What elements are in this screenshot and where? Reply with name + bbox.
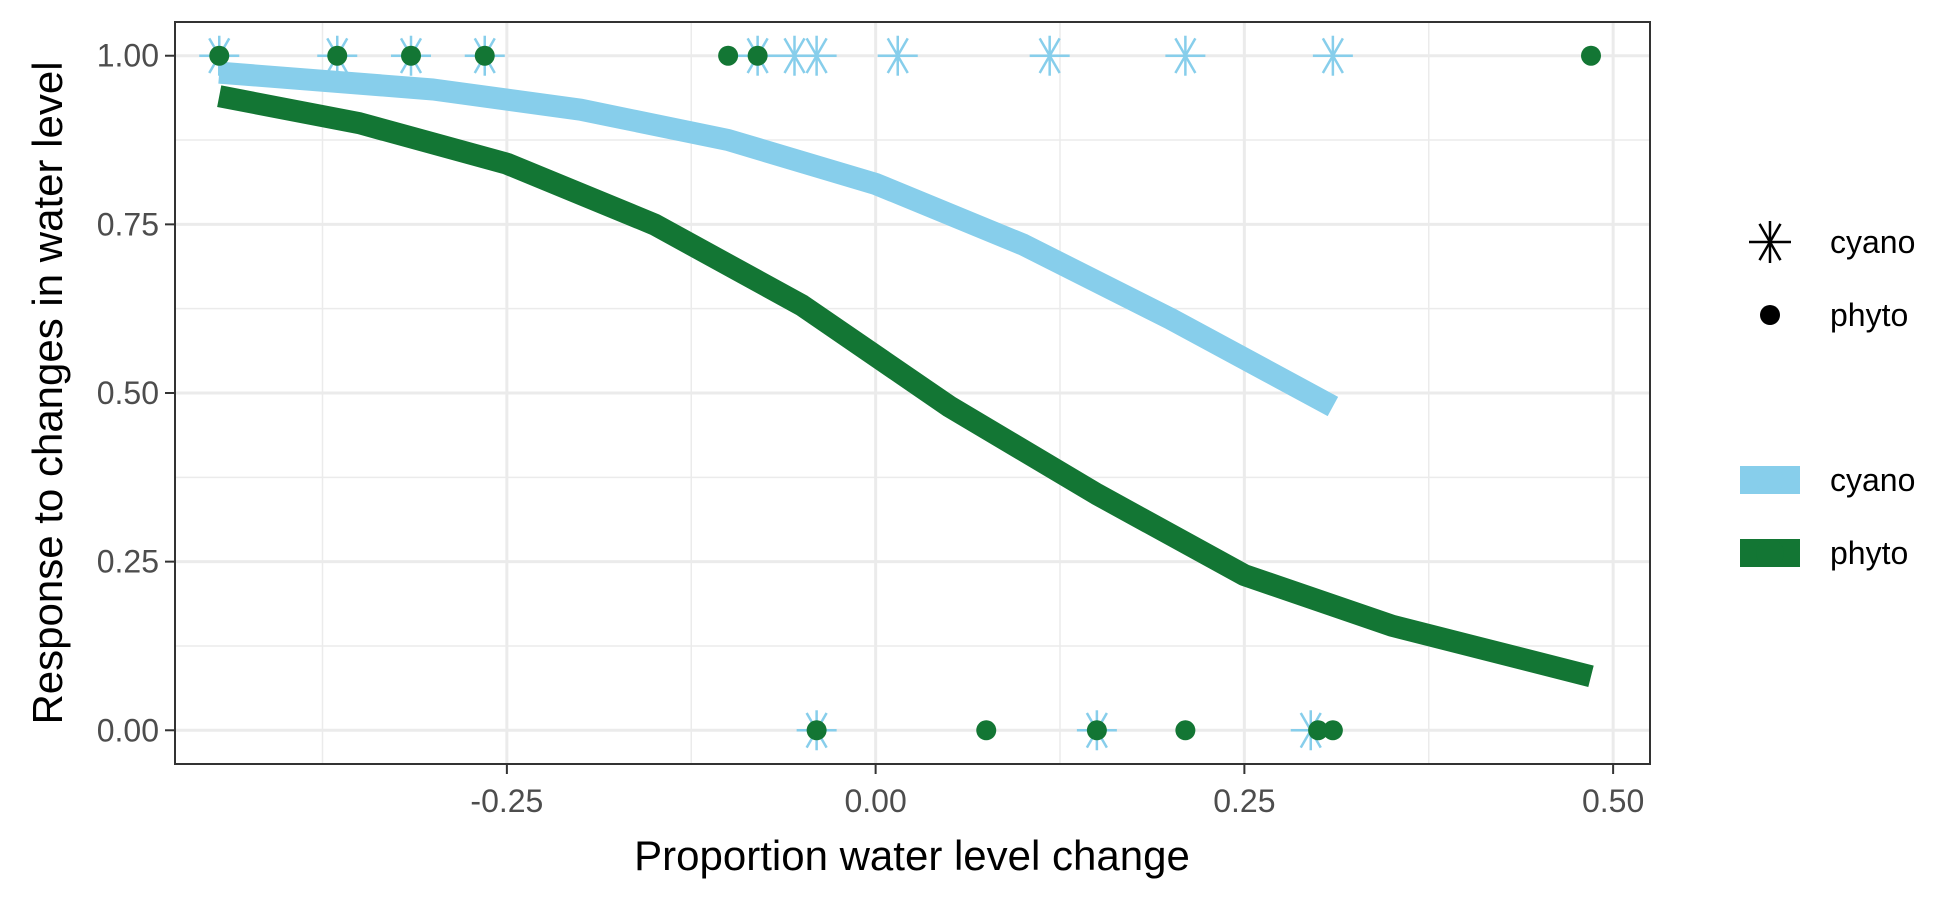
y-tick-label: 1.00 xyxy=(97,38,159,74)
x-tick-label: -0.25 xyxy=(470,783,543,819)
legend-key-cyano xyxy=(1749,221,1791,263)
x-tick-label: 0.25 xyxy=(1213,783,1275,819)
legend-label: cyano xyxy=(1830,224,1915,260)
point-phyto xyxy=(718,45,739,66)
point-phyto xyxy=(209,45,230,66)
point-cyano xyxy=(1165,35,1206,76)
x-axis: -0.25 0.00 0.25 0.50 xyxy=(470,764,1644,819)
y-tick-label: 0.50 xyxy=(97,375,159,411)
fit-line-phyto xyxy=(217,85,1594,687)
fit-lines xyxy=(217,61,1594,687)
point-cyano xyxy=(1029,35,1070,76)
legend-label: cyano xyxy=(1830,462,1915,498)
point-phyto xyxy=(327,45,348,66)
point-cyano xyxy=(1312,35,1353,76)
point-phyto xyxy=(806,720,827,741)
legend-label: phyto xyxy=(1830,297,1908,333)
x-tick-label: 0.50 xyxy=(1582,783,1644,819)
legend-label: phyto xyxy=(1830,535,1908,571)
x-tick-label: 0.00 xyxy=(844,783,906,819)
point-phyto xyxy=(976,720,997,741)
y-tick-label: 0.75 xyxy=(97,206,159,242)
point-cyano xyxy=(796,35,837,76)
fit-line-cyano xyxy=(218,61,1339,417)
point-phyto xyxy=(1581,45,1601,66)
legend-line-dot-cyano xyxy=(1756,466,1784,494)
point-phyto xyxy=(474,45,495,66)
point-cyano xyxy=(877,35,918,76)
point-phyto xyxy=(401,45,421,66)
x-axis-title: Proportion water level change xyxy=(634,832,1190,879)
y-axis-title: Response to changes in water level xyxy=(24,61,71,724)
point-phyto xyxy=(747,45,768,66)
legend: cyano phyto cyano phyto xyxy=(1740,221,1915,571)
point-phyto xyxy=(1308,720,1329,741)
legend-key-phyto xyxy=(1760,305,1780,325)
y-tick-label: 0.00 xyxy=(97,712,159,748)
point-phyto xyxy=(1322,720,1343,741)
point-phyto xyxy=(1175,720,1196,741)
legend-line-dot-phyto xyxy=(1756,539,1784,567)
y-axis: 0.00 0.25 0.50 0.75 1.00 xyxy=(97,38,175,748)
point-phyto xyxy=(1086,720,1107,741)
data-points xyxy=(199,35,1601,751)
y-tick-label: 0.25 xyxy=(97,544,159,580)
